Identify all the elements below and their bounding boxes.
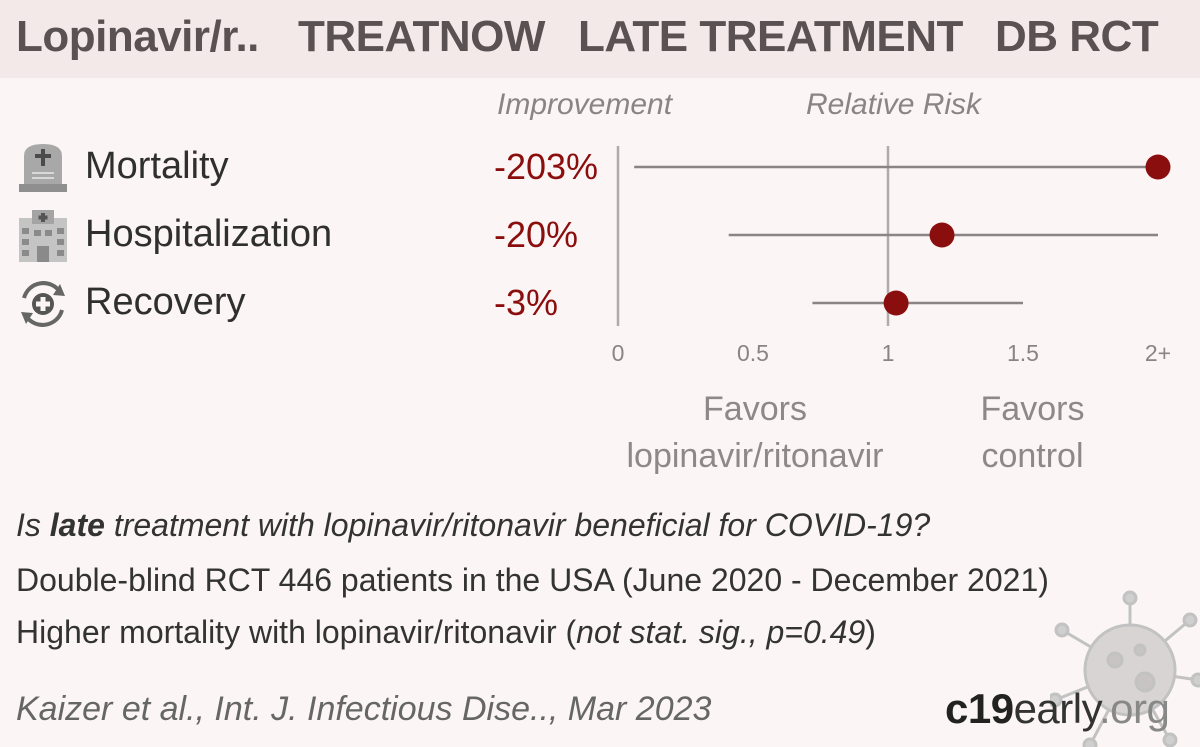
point-recovery [883, 290, 909, 316]
improvement-value-hospitalization: -20% [494, 214, 579, 255]
summary-question-post: treatment with lopinavir/ritonavir benef… [104, 507, 931, 543]
citation: Kaizer et al., Int. J. Infectious Dise..… [16, 690, 712, 728]
brand-part-c19: c19 [945, 685, 1014, 732]
point-hospitalization [929, 222, 955, 248]
x-tick-label: 0.5 [737, 340, 769, 366]
x-tick-label: 0 [612, 340, 625, 366]
favors-treatment-label: Favors lopinavir/ritonavir [610, 386, 900, 480]
summary-result: Higher mortality with lopinavir/ritonavi… [16, 614, 876, 651]
brand-part-org: .org [1099, 685, 1170, 732]
relative-risk-column-header: Relative Risk [806, 88, 982, 121]
favors-control-label: Favors control [960, 386, 1105, 480]
favors-right-line1: Favors [980, 390, 1085, 428]
favors-right-line2: control [981, 437, 1084, 475]
favors-left-line2: lopinavir/ritonavir [626, 437, 884, 475]
tombstone-icon [19, 144, 67, 192]
trial-name: TREATNOW [298, 12, 545, 61]
study-design: DB RCT [995, 12, 1159, 61]
improvement-value-recovery: -3% [494, 282, 559, 323]
outcome-label-hospitalization: Hospitalization [85, 213, 333, 255]
summary-question: Is late treatment with lopinavir/ritonav… [16, 507, 930, 544]
drug-title: Lopinavir/r.. [16, 12, 259, 61]
x-tick-label: 1 [882, 340, 895, 366]
point-mortality [1145, 154, 1171, 180]
summary-result-pre: Higher mortality with lopinavir/ritonavi… [16, 614, 577, 650]
hospital-icon [19, 210, 67, 262]
outcome-label-mortality: Mortality [85, 145, 229, 187]
summary-design: Double-blind RCT 446 patients in the USA… [16, 562, 1049, 598]
improvement-column-header: Improvement [497, 88, 673, 121]
summary-question-pre: Is [16, 507, 50, 543]
brand-part-early: early [1013, 685, 1100, 732]
summary-result-post: ) [865, 614, 876, 650]
recovery-icon [21, 281, 65, 327]
summary-result-italic: not stat. sig., p=0.49 [576, 614, 866, 650]
x-tick-label: 1.5 [1007, 340, 1039, 366]
summary-question-bold: late [49, 507, 105, 543]
favors-left-line1: Favors [703, 390, 807, 428]
header-bar: Lopinavir/r.. TREATNOW LATE TREATMENT DB… [0, 0, 1200, 78]
virus-watermark-icon [1050, 590, 1200, 747]
improvement-value-mortality: -203% [494, 146, 599, 187]
outcome-label-recovery: Recovery [85, 281, 246, 323]
treatment-stage: LATE TREATMENT [578, 12, 963, 61]
x-tick-label: 2+ [1145, 340, 1171, 366]
brand-logo[interactable]: c19early.org [945, 685, 1170, 733]
forest-plot: 0 0.5 1 1.5 2+ [612, 146, 1171, 366]
